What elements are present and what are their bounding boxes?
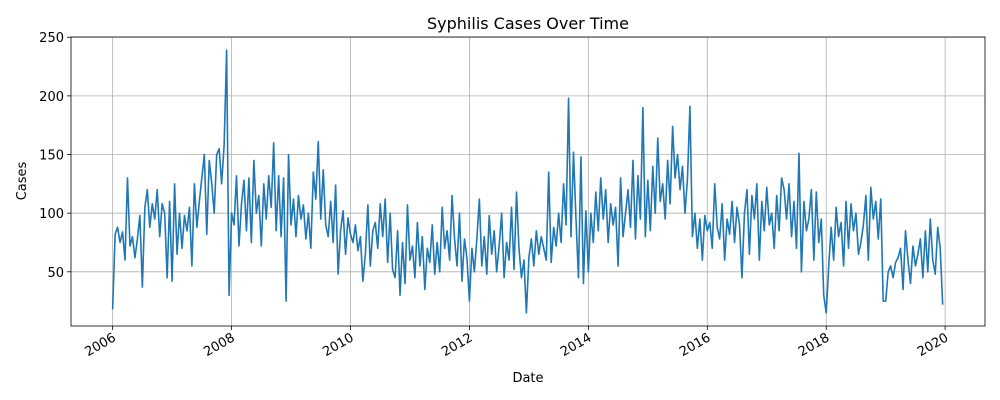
y-tick-label: 200 (39, 90, 64, 105)
chart-title: Syphilis Cases Over Time (427, 14, 629, 33)
y-tick-label: 150 (39, 149, 64, 164)
y-tick-label: 50 (47, 266, 64, 281)
data-line (111, 49, 944, 314)
plot-frame (70, 36, 986, 327)
y-tick-label: 100 (39, 207, 64, 222)
y-tick-label: 250 (39, 31, 64, 46)
y-axis-label: Cases (15, 161, 30, 200)
x-axis-label: Date (512, 371, 543, 386)
